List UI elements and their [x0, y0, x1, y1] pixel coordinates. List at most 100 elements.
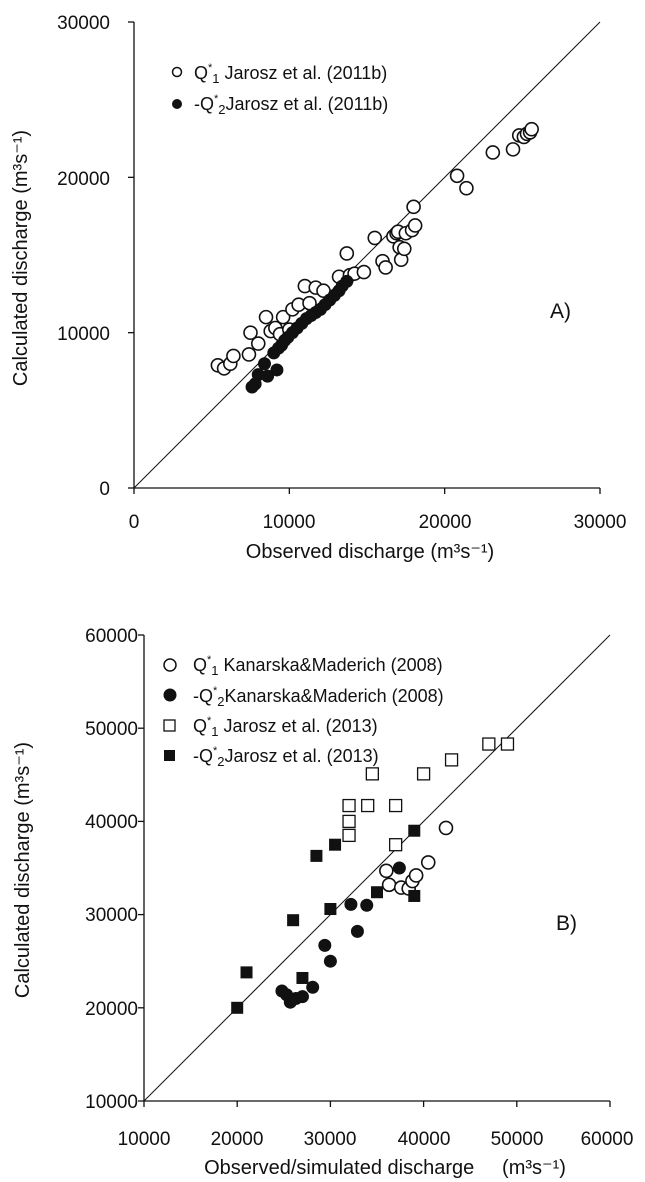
panel-a-points: [210, 121, 539, 394]
legend-open-circle-marker: [163, 658, 177, 672]
panel-b-ytick-label: 10000: [85, 1092, 138, 1113]
panel-a-ytick-label: 20000: [57, 169, 110, 190]
data-point-open-square: [342, 798, 356, 813]
legend-entry-q2-jarosz-2011b: -Q*2Jarosz et al. (2011b): [194, 93, 388, 117]
legend-open-square-marker: [163, 719, 176, 732]
data-point-open-square: [342, 814, 356, 829]
panel-b-legend: Q*1 Kanarska&Maderich (2008) -Q*2Kanarsk…: [163, 654, 444, 769]
panel-a-xtick-label: 0: [129, 512, 140, 533]
legend-entry-q2-jarosz-2013: -Q*2Jarosz et al. (2013): [193, 745, 379, 769]
data-point-filled-square: [329, 838, 342, 851]
panel-b-x-axis-label: Observed/simulated discharge (m³s⁻¹): [204, 1157, 566, 1179]
data-point-open-circle: [505, 142, 521, 157]
panel-a-y-axis-label: Calculated discharge (m³s⁻¹): [10, 130, 32, 386]
data-point-open-circle: [408, 868, 424, 883]
legend-filled-square-marker: [164, 750, 175, 761]
panel-a-xtick-label: 30000: [574, 512, 627, 533]
panel-b-xtick-label: 30000: [304, 1129, 357, 1150]
legend-open-circle-marker: [171, 66, 183, 78]
data-point-filled-circle: [318, 938, 332, 952]
data-point-filled-circle: [295, 990, 309, 1004]
data-point-filled-circle: [360, 898, 374, 912]
legend-filled-circle-marker: [172, 99, 182, 109]
data-point-filled-circle: [257, 357, 271, 371]
data-point-open-circle: [381, 877, 397, 893]
panel-b-ytick-label: 30000: [85, 905, 138, 926]
panel-b-xtick-label: 50000: [491, 1129, 544, 1150]
data-point-open-square: [361, 798, 375, 813]
panel-a-ticks: [128, 21, 601, 494]
panel-a-ytick-label: 30000: [57, 13, 110, 34]
legend-entry-q1-jarosz-2013: Q*1 Jarosz et al. (2013): [193, 715, 378, 739]
panel-b-label: B): [556, 912, 577, 935]
panel-b-xtick-label: 60000: [581, 1129, 634, 1150]
data-point-open-circle: [356, 264, 372, 280]
panel-a-ytick-label: 10000: [57, 324, 110, 345]
data-point-open-circle: [407, 218, 423, 233]
data-point-filled-circle: [392, 861, 406, 875]
data-point-open-circle: [339, 246, 355, 261]
panel-a-x-axis-label: Observed discharge (m³s⁻¹): [246, 541, 494, 563]
panel-a-legend: Q*1 Jarosz et al. (2011b) -Q*2Jarosz et …: [171, 62, 388, 117]
data-point-filled-square: [310, 849, 323, 862]
data-point-filled-square: [408, 824, 421, 837]
panel-b-ytick-label: 20000: [85, 999, 138, 1020]
panel-b-ticks: [138, 634, 611, 1107]
panel-b-axes: [143, 634, 611, 1102]
data-point-open-circle: [459, 180, 474, 196]
data-point-filled-square: [231, 1001, 244, 1014]
data-point-open-square: [444, 753, 459, 767]
data-point-open-circle: [241, 347, 257, 362]
data-point-open-circle: [524, 121, 539, 137]
legend-filled-circle-marker: [163, 688, 177, 702]
data-point-filled-circle: [344, 897, 358, 911]
data-point-filled-circle: [306, 980, 320, 994]
data-point-open-circle: [378, 260, 393, 275]
panel-a-ytick-label: 0: [99, 479, 110, 500]
data-point-open-square: [500, 737, 515, 751]
data-point-open-circle: [258, 309, 274, 325]
data-point-open-circle: [250, 336, 266, 351]
data-point-filled-square: [371, 886, 383, 899]
legend-entry-q1-kanarska-2008: Q*1 Kanarska&Maderich (2008): [193, 654, 443, 678]
data-point-filled-circle: [261, 369, 275, 383]
data-point-open-square: [482, 737, 496, 751]
legend-entry-q1-jarosz-2011b: Q*1 Jarosz et al. (2011b): [194, 62, 387, 86]
data-point-open-circle: [243, 325, 258, 340]
panel-a-xtick-label: 20000: [419, 512, 472, 533]
data-point-filled-square: [287, 914, 300, 927]
panel-a-axes: [133, 21, 601, 489]
data-point-filled-circle: [323, 954, 337, 968]
panel-b: 60000 50000 40000 30000 20000 10000 1000…: [12, 626, 633, 1179]
data-point-open-circle: [379, 863, 394, 879]
panel-b-ytick-label: 40000: [85, 812, 138, 833]
panel-b-points: [231, 737, 515, 1014]
data-point-filled-square: [240, 966, 253, 979]
data-point-open-circle: [449, 168, 465, 184]
data-point-open-square: [365, 767, 379, 781]
data-point-open-circle: [367, 230, 383, 246]
legend-entry-q2-kanarska-2008: -Q*2Kanarska&Maderich (2008): [193, 685, 444, 709]
data-point-open-square: [388, 798, 403, 813]
data-point-open-square: [342, 828, 356, 843]
data-point-filled-circle: [350, 924, 364, 938]
data-point-open-circle: [438, 820, 454, 836]
panel-b-reference-line: [143, 634, 611, 1102]
panel-b-ytick-label: 60000: [85, 626, 138, 647]
data-point-filled-square: [296, 971, 309, 984]
data-point-filled-square: [324, 903, 337, 916]
panel-b-xtick-label: 40000: [398, 1129, 451, 1150]
data-point-filled-circle: [340, 274, 354, 288]
panel-a-xtick-label: 10000: [263, 512, 316, 533]
data-point-open-circle: [406, 199, 421, 215]
data-point-open-circle: [396, 241, 412, 257]
panel-a-reference-line: [133, 21, 601, 489]
data-point-open-circle: [226, 348, 241, 364]
panel-a: 30000 20000 10000 0 0 10000 20000 30000 …: [10, 13, 626, 563]
data-point-open-circle: [485, 145, 501, 160]
data-point-filled-circle: [270, 363, 284, 377]
panel-b-ytick-label: 50000: [85, 719, 138, 740]
panel-b-xtick-label: 20000: [211, 1129, 264, 1150]
data-point-open-square: [416, 767, 431, 781]
